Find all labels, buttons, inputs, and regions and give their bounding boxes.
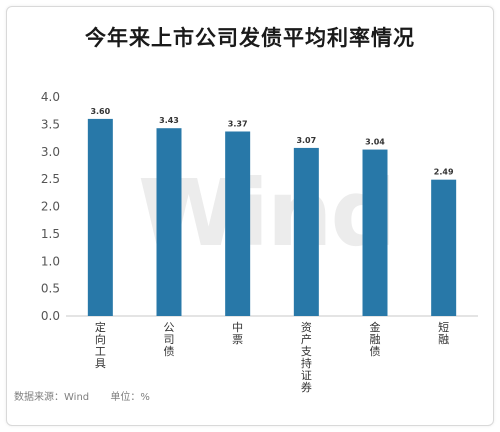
x-tick-label: 中票 bbox=[232, 321, 243, 346]
data-label: 3.43 bbox=[159, 116, 179, 125]
x-tick-label: 金融债 bbox=[370, 320, 381, 358]
source-note: 数据来源：Wind bbox=[14, 392, 90, 403]
x-tick-label: 短融 bbox=[438, 320, 449, 346]
y-tick-label: 2.5 bbox=[41, 172, 60, 186]
data-label: 3.07 bbox=[296, 136, 316, 145]
x-tick-label: 公司债 bbox=[164, 321, 175, 358]
y-tick-label: 0.0 bbox=[41, 309, 60, 323]
y-tick-label: 3.0 bbox=[41, 145, 60, 159]
y-tick-label: 1.5 bbox=[41, 227, 60, 241]
y-tick-label: 1.0 bbox=[41, 254, 60, 268]
y-tick-label: 0.5 bbox=[41, 282, 60, 296]
bar bbox=[362, 149, 388, 316]
y-tick-label: 4.0 bbox=[41, 90, 60, 104]
bar bbox=[87, 118, 113, 317]
data-label: 3.37 bbox=[228, 119, 248, 128]
bar bbox=[225, 131, 251, 316]
footer: 数据来源：Wind 单位：% bbox=[14, 388, 168, 403]
bar bbox=[293, 147, 319, 316]
chart-title: 今年来上市公司发债平均利率情况 bbox=[85, 26, 415, 50]
bar bbox=[431, 179, 457, 316]
data-label: 3.60 bbox=[90, 107, 110, 116]
data-label: 3.04 bbox=[365, 138, 385, 147]
bar bbox=[156, 128, 182, 316]
unit-note: 单位：% bbox=[110, 392, 150, 403]
data-label: 2.49 bbox=[434, 168, 454, 177]
y-tick-label: 2.0 bbox=[41, 200, 60, 214]
x-tick-label: 资产支持证券 bbox=[301, 321, 312, 394]
y-tick-label: 3.5 bbox=[41, 117, 60, 131]
x-tick-label: 定向工具 bbox=[95, 320, 106, 370]
